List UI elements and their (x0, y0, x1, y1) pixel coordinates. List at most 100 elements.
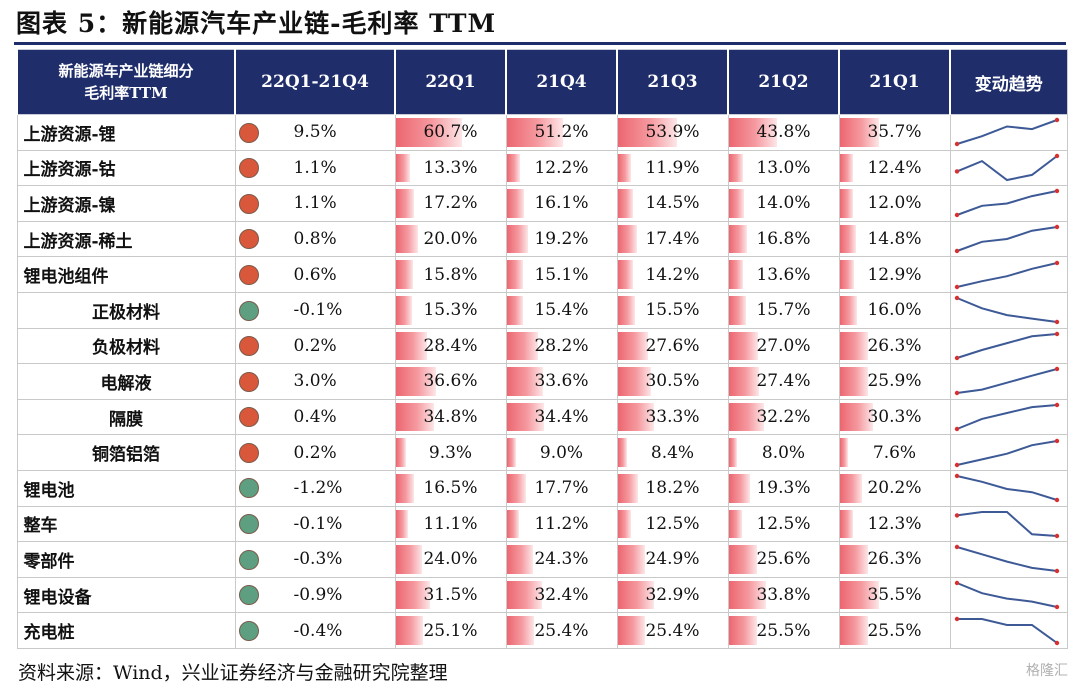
margin-cell: 32.2% (727, 398, 840, 436)
sparkline-end-point (1054, 438, 1059, 443)
margin-cell: 35.5% (838, 576, 951, 614)
sparkline (954, 118, 1059, 147)
data-bar (839, 402, 873, 432)
margin-value: 33.6% (534, 371, 589, 392)
data-bar (617, 509, 632, 539)
data-bar (506, 295, 524, 325)
table-row: 锂电池组件 0.6% 15.8% 15.1% 14.2% 13.6% 12.9% (16, 256, 1068, 293)
change-cell: 0.6% (234, 256, 396, 293)
margin-cell: 12.2% (505, 149, 618, 187)
change-value: 0.2% (293, 442, 337, 463)
trend-cell (949, 363, 1068, 400)
trend-cell (949, 220, 1068, 258)
segment-name: 锂电设备 (16, 576, 236, 614)
sparkline-end-point (1054, 320, 1059, 325)
data-bar (728, 509, 743, 539)
margin-value: 28.4% (423, 335, 478, 356)
change-value: 0.4% (293, 407, 337, 428)
sparkline-end-point (1054, 533, 1059, 539)
margin-value: 16.0% (867, 300, 922, 321)
margin-cell: 18.2% (616, 469, 729, 507)
data-bar (617, 402, 655, 432)
margin-cell: 8.4% (616, 434, 729, 471)
margin-value: 12.4% (867, 157, 922, 178)
trend-cell (949, 149, 1068, 187)
data-bar (728, 616, 757, 645)
data-bar (395, 331, 427, 361)
sparkline-start-point (954, 580, 959, 586)
sparkline-start-point (954, 355, 959, 361)
margin-value: 12.0% (867, 193, 922, 214)
sparkline-start-point (954, 545, 959, 550)
trend-cell (949, 114, 1068, 151)
margin-value: 14.5% (645, 193, 700, 214)
sparkline-start-point (954, 142, 959, 147)
margin-cell: 11.1% (394, 505, 507, 543)
margin-value: 11.9% (645, 157, 700, 178)
sparkline-end-point (1054, 153, 1059, 159)
data-bar (395, 118, 463, 147)
margin-value: 19.3% (756, 478, 811, 499)
margin-cell: 25.4% (505, 612, 618, 649)
data-bar (728, 331, 759, 361)
data-bar (839, 331, 869, 361)
margin-cell: 25.5% (838, 612, 951, 649)
table-row: 正极材料 -0.1% 15.3% 15.4% 15.5% 15.7% 16.0% (16, 291, 1068, 329)
data-bar (839, 153, 854, 183)
margin-value: 13.0% (756, 157, 811, 178)
change-cell: -0.4% (234, 612, 396, 649)
change-cell: -1.2% (234, 469, 396, 507)
margin-value: 12.2% (534, 157, 589, 178)
data-bar (728, 260, 744, 289)
sparkline (954, 367, 1059, 396)
margin-value: 33.3% (645, 407, 700, 428)
sparkline-end-point (1054, 640, 1059, 645)
margin-value: 20.2% (867, 478, 922, 499)
watermark-logo: 格隆汇 (1026, 663, 1068, 679)
margin-value: 25.5% (756, 620, 811, 641)
sparkline (954, 510, 1059, 539)
margin-value: 17.4% (645, 229, 700, 250)
margin-value: 34.4% (534, 407, 589, 428)
data-bar (506, 224, 528, 254)
table-row: 零部件 -0.3% 24.0% 24.3% 24.9% 25.6% 26.3% (16, 541, 1068, 578)
data-bar (839, 295, 858, 325)
sparkline-end-point (1054, 402, 1059, 408)
margin-value: 26.3% (867, 549, 922, 570)
margin-value: 19.2% (534, 229, 589, 250)
margin-cell: 30.3% (838, 398, 951, 436)
margin-value: 16.1% (534, 193, 589, 214)
margin-value: 18.2% (645, 478, 700, 499)
figure-title: 图表 5：新能源汽车产业链-毛利率 TTM (16, 9, 497, 38)
sparkline-end-point (1054, 569, 1059, 574)
data-bar (395, 153, 411, 183)
data-bar (506, 473, 526, 503)
margin-value: 60.7% (423, 122, 478, 143)
status-dot-up-icon (238, 442, 259, 463)
margin-cell: 17.4% (616, 220, 729, 258)
margin-value: 34.8% (423, 407, 478, 428)
margin-value: 25.6% (756, 549, 811, 570)
trend-cell (949, 256, 1068, 293)
change-value: -0.3% (293, 549, 343, 570)
data-bar (395, 189, 415, 218)
margin-cell: 20.0% (394, 220, 507, 258)
margin-cell: 31.5% (394, 576, 507, 614)
change-value: 0.8% (293, 229, 337, 250)
sparkline-start-point (954, 474, 959, 479)
margin-cell: 30.5% (616, 363, 729, 400)
sparkline-line (956, 439, 1057, 466)
margin-value: 14.2% (645, 264, 700, 285)
margin-cell: 14.8% (838, 220, 951, 258)
data-bar (395, 509, 408, 539)
change-cell: -0.9% (234, 576, 396, 614)
margin-value: 32.9% (645, 585, 700, 606)
table-row: 锂电池 -1.2% 16.5% 17.7% 18.2% 19.3% 20.2% (16, 469, 1068, 507)
margin-cell: 25.5% (727, 612, 840, 649)
margin-value: 27.6% (645, 335, 700, 356)
margin-cell: 9.3% (394, 434, 507, 471)
segment-name: 整车 (16, 505, 236, 543)
sparkline-line (956, 368, 1057, 395)
sparkline-line (956, 226, 1057, 253)
data-bar (506, 189, 525, 218)
